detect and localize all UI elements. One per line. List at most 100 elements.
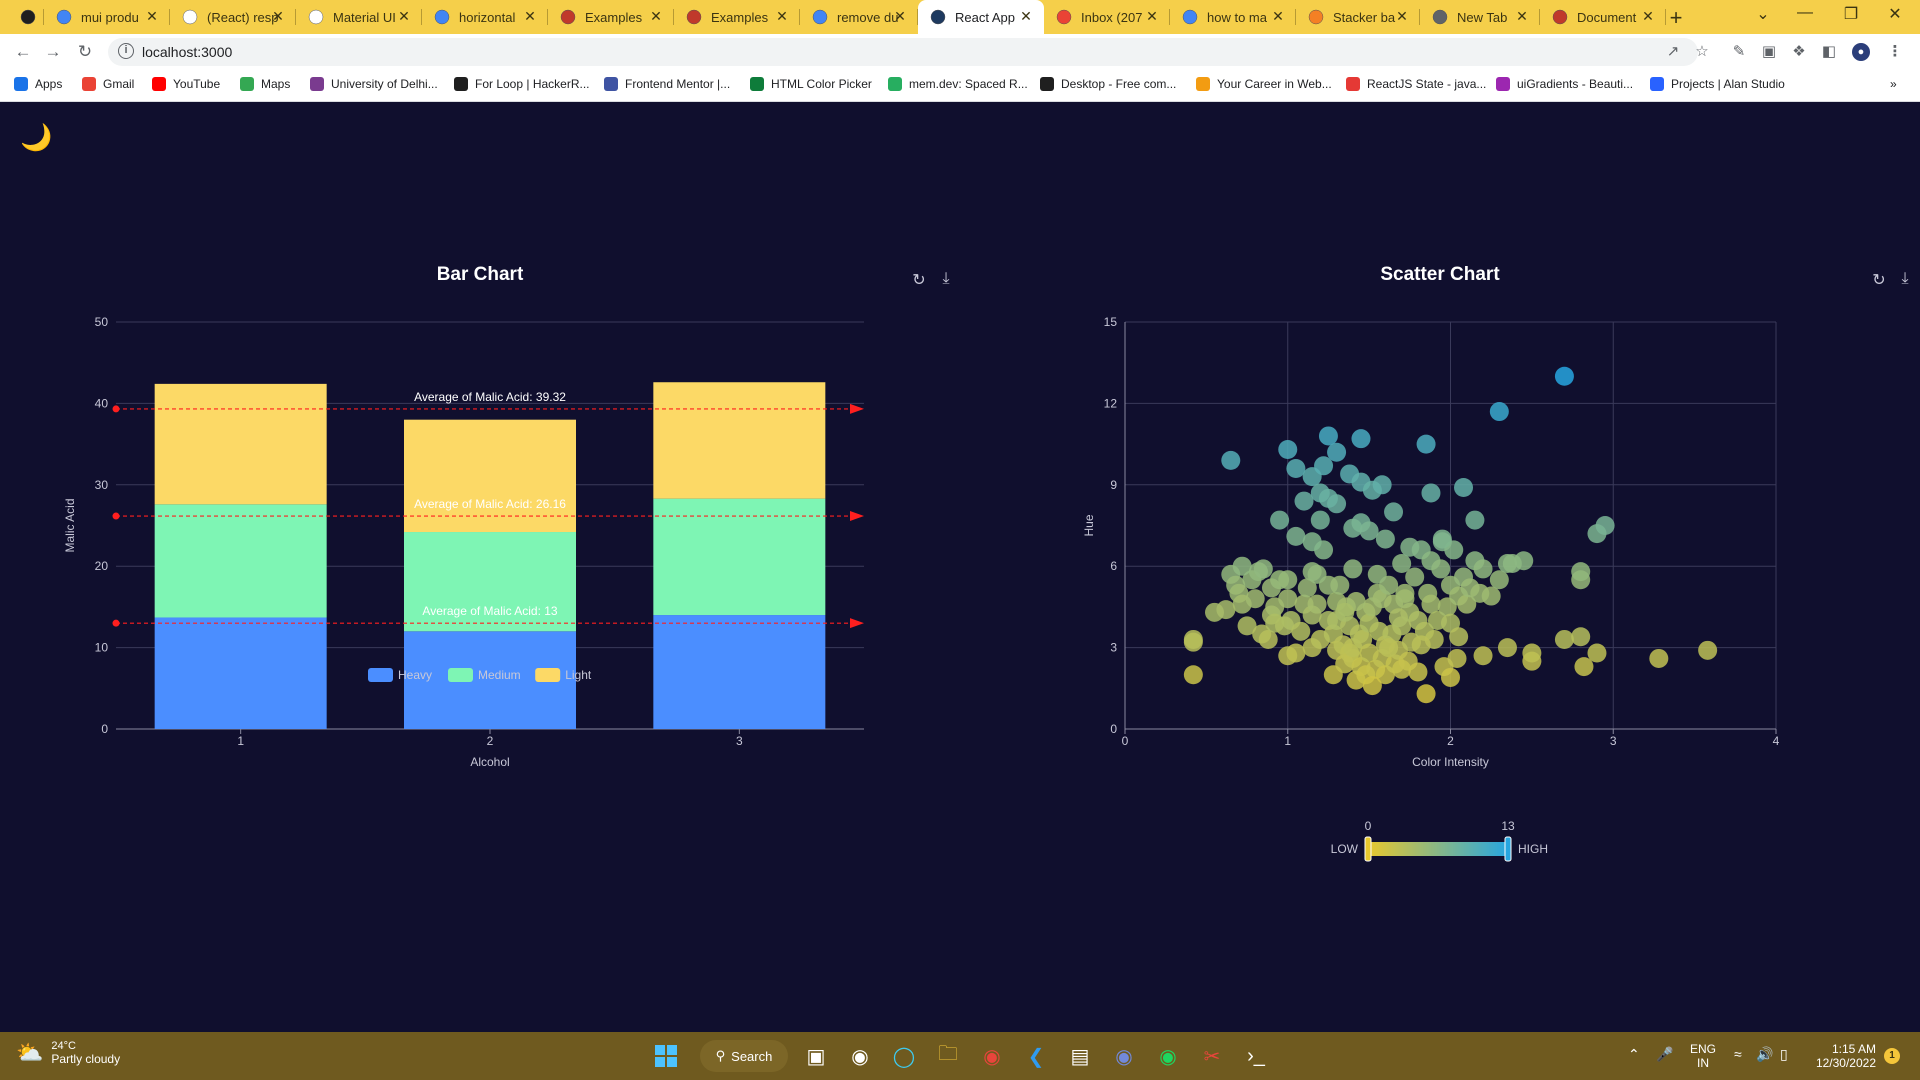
minimize-icon[interactable]: — [1797, 4, 1813, 21]
wifi-icon[interactable]: ≈ [1734, 1046, 1742, 1062]
microphone-icon[interactable]: 🎤 [1656, 1046, 1674, 1062]
bookmark-item[interactable]: HTML Color Picker [750, 77, 872, 91]
bookmark-item[interactable]: Your Career in Web... [1196, 77, 1332, 91]
close-tab-icon[interactable]: ✕ [524, 8, 536, 24]
y-tick-label: 9 [1110, 478, 1117, 492]
browser-tab[interactable]: horizontal ✕ [422, 0, 548, 34]
clock[interactable]: 1:15 AM 12/30/2022 [1812, 1042, 1876, 1070]
close-tab-icon[interactable]: ✕ [146, 8, 158, 24]
bookmark-item[interactable]: University of Delhi... [310, 77, 438, 91]
close-tab-icon[interactable]: ✕ [1396, 8, 1408, 24]
volume-icon[interactable]: 🔊 [1756, 1046, 1774, 1062]
download-icon[interactable]: ⤓ [942, 270, 950, 287]
tab-separator [295, 9, 296, 25]
browser-tab[interactable]: Inbox (207 ✕ [1044, 0, 1170, 34]
restore-icon[interactable]: ↻ [912, 272, 926, 289]
scatter-point [1392, 553, 1412, 573]
new-tab-icon[interactable]: + [1669, 5, 1683, 30]
cube-app-icon[interactable]: ▤ [1070, 1045, 1090, 1068]
bookmark-item[interactable]: Desktop - Free com... [1040, 77, 1176, 91]
browser-tab[interactable]: mui produ ✕ [44, 0, 170, 34]
close-tab-icon[interactable]: ✕ [1146, 8, 1158, 24]
extension-screen-icon[interactable]: ▣ [1761, 43, 1777, 60]
close-tab-icon[interactable]: ✕ [1516, 8, 1528, 24]
more-bookmarks-icon[interactable]: » [1890, 77, 1897, 91]
windows-start-icon[interactable] [650, 1040, 682, 1072]
restore-icon[interactable]: ↻ [1872, 272, 1886, 289]
browser-tab[interactable]: React App ✕ [918, 0, 1044, 34]
profile-avatar[interactable]: ● [1852, 43, 1870, 61]
back-icon[interactable]: ← [14, 42, 32, 61]
side-panel-icon[interactable]: ◧ [1821, 43, 1837, 60]
browser-tab[interactable]: Document ✕ [1540, 0, 1666, 34]
theme-toggle-moon-icon[interactable]: 🌙 [20, 122, 53, 152]
chrome-icon[interactable]: ◉ [983, 1045, 1001, 1068]
bar-segment [154, 504, 327, 618]
browser-tab[interactable] [8, 0, 44, 34]
site-info-icon[interactable]: i [118, 43, 134, 59]
close-tab-icon[interactable]: ✕ [1272, 8, 1284, 24]
bookmark-item[interactable]: Apps [14, 77, 62, 91]
scatter-point [1595, 516, 1615, 535]
notification-badge[interactable]: 1 [1884, 1048, 1900, 1064]
browser-tab[interactable]: Examples ✕ [548, 0, 674, 34]
close-tab-icon[interactable]: ✕ [272, 8, 284, 24]
bookmark-item[interactable]: Maps [240, 77, 290, 91]
tab-separator [547, 9, 548, 25]
snipping-tool-icon[interactable]: ✂ [1203, 1045, 1221, 1068]
close-tab-icon[interactable]: ✕ [776, 8, 788, 24]
terminal-icon[interactable]: ›_ [1247, 1044, 1265, 1067]
visual-map-min-label: 0 [1365, 819, 1372, 833]
forward-icon[interactable]: → [44, 42, 62, 61]
browser-tab[interactable]: how to ma ✕ [1170, 0, 1296, 34]
extensions-puzzle-icon[interactable]: ❖ [1792, 43, 1806, 60]
menu-icon[interactable]: ⋮ [1887, 43, 1903, 60]
extension-pen-icon[interactable]: ✎ [1732, 43, 1746, 60]
browser-tab[interactable]: Material UI ✕ [296, 0, 422, 34]
weather-widget[interactable]: ⛅ 24°C Partly cloudy [16, 1040, 120, 1066]
bookmark-item[interactable]: uiGradients - Beauti... [1496, 77, 1633, 91]
close-tab-icon[interactable]: ✕ [398, 8, 410, 24]
spotify-icon[interactable]: ◉ [1159, 1045, 1177, 1068]
share-icon[interactable]: ↗ [1666, 43, 1680, 60]
bookmark-label: Gmail [103, 77, 135, 91]
battery-icon[interactable]: ▯ [1780, 1046, 1788, 1062]
omnibox[interactable]: i localhost:3000 ↗ ☆ [108, 38, 1709, 66]
chevron-down-icon[interactable]: ⌄ [1756, 6, 1770, 23]
language-indicator[interactable]: ENG IN [1690, 1042, 1716, 1070]
bookmark-star-icon[interactable]: ☆ [1695, 43, 1709, 60]
close-tab-icon[interactable]: ✕ [650, 8, 662, 24]
url-text[interactable]: localhost:3000 [142, 44, 233, 60]
file-explorer-icon[interactable]: 🗀 [938, 1043, 958, 1065]
browser-tab[interactable]: New Tab ✕ [1420, 0, 1540, 34]
tray-chevron-up-icon[interactable]: ⌃ [1628, 1046, 1640, 1062]
bookmark-item[interactable]: Gmail [82, 77, 134, 91]
task-view-icon[interactable]: ▣ [806, 1045, 826, 1068]
taskbar-search[interactable]: ⚲ Search [700, 1040, 788, 1072]
bookmark-item[interactable]: mem.dev: Spaced R... [888, 77, 1028, 91]
browser-tab[interactable]: Examples ✕ [674, 0, 800, 34]
reload-icon[interactable]: ↻ [77, 42, 93, 61]
x-tick-label: 3 [736, 734, 743, 748]
bookmark-item[interactable]: For Loop | HackerR... [454, 77, 590, 91]
download-icon[interactable]: ⤓ [1901, 270, 1909, 287]
bookmark-item[interactable]: ReactJS State - java... [1346, 77, 1486, 91]
discord-icon[interactable]: ◉ [1115, 1045, 1133, 1068]
bookmark-item[interactable]: Projects | Alan Studio [1650, 77, 1785, 91]
vscode-icon[interactable]: ❮ [1027, 1045, 1045, 1068]
close-tab-icon[interactable]: ✕ [1020, 8, 1032, 24]
bookmark-item[interactable]: YouTube [152, 77, 220, 91]
bookmark-item[interactable]: Frontend Mentor |... [604, 77, 730, 91]
browser-tab[interactable]: Stacker ba ✕ [1296, 0, 1420, 34]
browser-tab[interactable]: (React) resp ✕ [170, 0, 296, 34]
scatter-point [1265, 613, 1285, 633]
close-tab-icon[interactable]: ✕ [1642, 8, 1654, 24]
scatter-point [1522, 643, 1542, 663]
edge-icon[interactable]: ◯ [892, 1045, 916, 1068]
restore-window-icon[interactable]: ❐ [1843, 6, 1859, 23]
close-window-icon[interactable]: ✕ [1888, 6, 1902, 23]
browser-tab[interactable]: remove du ✕ [800, 0, 918, 34]
close-tab-icon[interactable]: ✕ [894, 8, 906, 24]
x-tick-label: 1 [1284, 734, 1291, 748]
teams-icon[interactable]: ◉ [851, 1045, 869, 1068]
